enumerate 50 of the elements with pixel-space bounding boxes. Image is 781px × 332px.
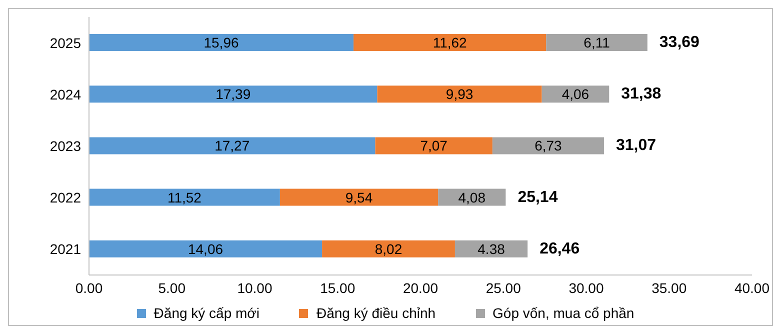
bar [546,34,648,51]
bar [354,34,546,51]
y-tick-label: 2023 [50,138,82,154]
total-label: 31,38 [621,86,662,103]
total-label: 31,07 [616,137,656,154]
legend-label: Đăng ký cấp mới [152,305,260,321]
y-tick-label: 2025 [50,34,82,51]
data-label: 17,27 [214,138,250,154]
x-tick-label: 0.00 [75,280,103,296]
data-label: 11,52 [167,189,202,206]
total-label: 33,69 [659,34,700,51]
data-label: 9,54 [345,189,373,206]
bar [375,137,492,154]
y-tick-label: 2024 [50,86,82,102]
data-label: 15,96 [204,34,239,50]
data-label: 8,02 [374,240,402,257]
x-tick-label: 15.00 [320,280,356,296]
data-label: 4.38 [478,240,506,257]
x-tick-label: 10.00 [237,280,272,296]
data-label: 9,93 [446,86,474,102]
bar [89,137,376,154]
x-tick-label: 25.00 [486,280,522,296]
y-tick-label: 2022 [50,190,82,206]
legend-label: Góp vốn, mua cổ phần [492,305,634,321]
data-label: 7,07 [420,138,448,154]
x-tick-label: 40.00 [734,280,770,296]
data-label: 4,08 [458,189,486,206]
bar [377,86,542,103]
data-label: 14,06 [188,240,224,257]
bar [280,188,438,206]
x-tick-label: 30.00 [568,280,604,296]
total-label: 25,14 [518,188,558,206]
y-tick-label: 2021 [50,241,82,258]
x-tick-label: 20.00 [402,280,438,296]
bar [89,240,322,258]
bar [89,86,378,103]
legend-label: Đăng ký điều chỉnh [315,305,436,321]
bar [492,137,604,154]
data-label: 6,73 [534,138,562,154]
data-label: 11,62 [432,34,468,50]
x-tick-label: 35.00 [652,280,687,296]
bar [454,240,528,258]
x-tick-label: 5.00 [158,280,186,296]
data-label: 17,39 [216,86,251,102]
bar [89,188,280,206]
data-label: 6,11 [584,34,610,50]
data-label: 4,06 [562,86,590,102]
total-label: 26,46 [540,240,580,258]
bar [322,240,455,258]
bar [89,34,354,51]
